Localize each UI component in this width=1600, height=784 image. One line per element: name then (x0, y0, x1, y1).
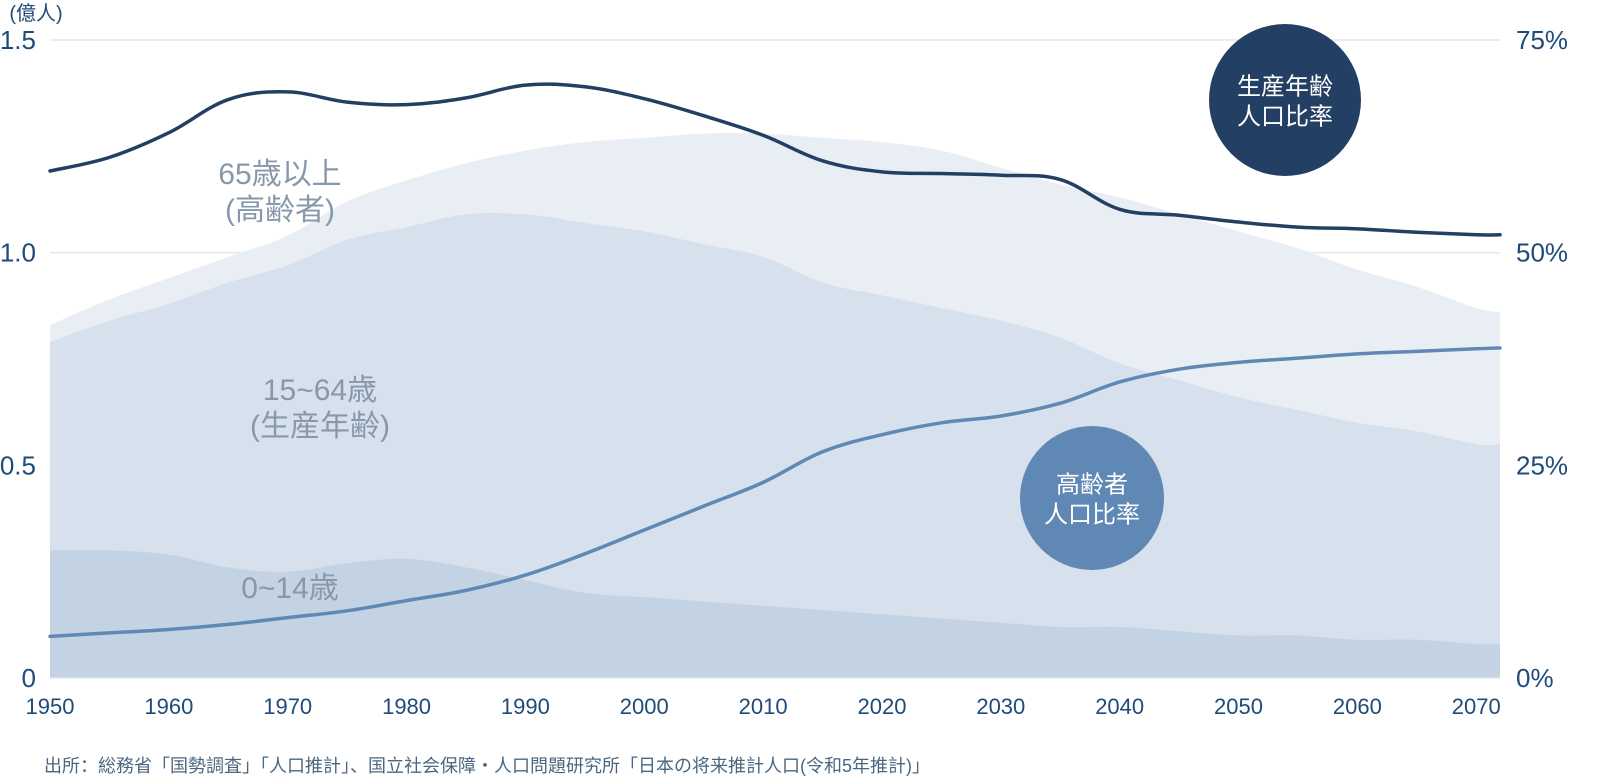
x-tick: 2020 (857, 694, 906, 719)
elderly-ratio-bubble-text1: 高齢者 (1056, 471, 1128, 498)
label-working: 15~64歳 (263, 374, 377, 407)
x-tick: 2000 (620, 694, 669, 719)
chart-svg: 1950 1960 1970 1980 1990 2000 2010 2020 2030 2040… (0, 0, 1600, 760)
x-tick: 1980 (382, 694, 431, 719)
working-ratio-bubble-text1: 生産年齢 (1237, 73, 1333, 100)
working-ratio-bubble-text2: 人口比率 (1237, 103, 1333, 130)
x-tick: 2050 (1214, 694, 1263, 719)
y-left-tick: 1.5 (0, 25, 36, 55)
x-tick: 1950 (26, 694, 75, 719)
x-tick: 2060 (1333, 694, 1382, 719)
label-elderly-sub: (高齢者) (225, 194, 335, 227)
y-left-tick: 0.5 (0, 450, 36, 480)
population-chart: 1950 1960 1970 1980 1990 2000 2010 2020 2030 2040… (0, 0, 1600, 784)
x-tick: 1960 (144, 694, 193, 719)
label-child: 0~14歳 (241, 572, 339, 605)
label-elderly: 65歳以上 (218, 158, 341, 191)
y-right-tick: 25% (1516, 450, 1568, 480)
y-right-tick: 0% (1516, 663, 1554, 693)
elderly-ratio-bubble-text2: 人口比率 (1044, 501, 1140, 528)
x-tick: 2040 (1095, 694, 1144, 719)
footnote: 出所：総務省「国勢調査」「人口推計」、国立社会保障・人口問題研究所「日本の将来推… (44, 752, 930, 778)
x-tick: 1970 (263, 694, 312, 719)
x-tick: 1990 (501, 694, 550, 719)
x-tick: 2030 (976, 694, 1025, 719)
y-left-tick: 0 (22, 663, 36, 693)
label-working-sub: (生産年齢) (250, 410, 390, 443)
x-tick: 2070 (1452, 694, 1501, 719)
y-right-tick: 75% (1516, 25, 1568, 55)
y-left-tick: 1.0 (0, 238, 36, 268)
x-tick: 2010 (739, 694, 788, 719)
y-right-tick: 50% (1516, 238, 1568, 268)
y-left-unit: (億人) (9, 2, 62, 25)
